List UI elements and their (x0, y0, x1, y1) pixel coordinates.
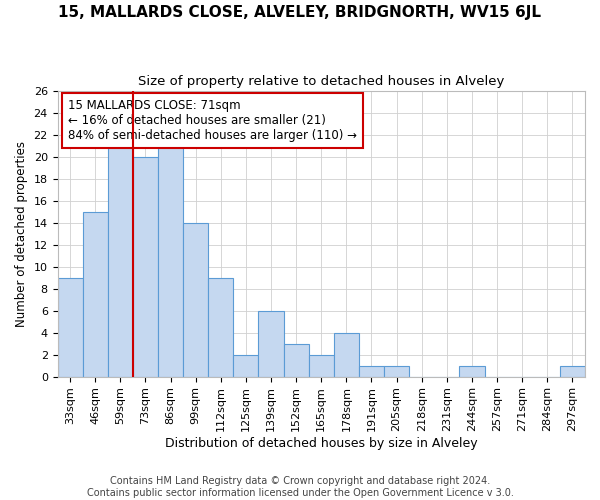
Text: 15 MALLARDS CLOSE: 71sqm
← 16% of detached houses are smaller (21)
84% of semi-d: 15 MALLARDS CLOSE: 71sqm ← 16% of detach… (68, 99, 357, 142)
Bar (259, 310, 284, 376)
Bar (334, 332, 359, 376)
Bar (384, 366, 409, 376)
Title: Size of property relative to detached houses in Alveley: Size of property relative to detached ho… (138, 75, 505, 88)
Bar (460, 366, 485, 376)
Bar (108, 134, 133, 376)
Bar (158, 134, 183, 376)
Bar (183, 222, 208, 376)
Bar (284, 344, 309, 376)
Bar (233, 354, 259, 376)
X-axis label: Distribution of detached houses by size in Alveley: Distribution of detached houses by size … (165, 437, 478, 450)
Bar (133, 156, 158, 376)
Y-axis label: Number of detached properties: Number of detached properties (15, 140, 28, 326)
Bar (359, 366, 384, 376)
Text: 15, MALLARDS CLOSE, ALVELEY, BRIDGNORTH, WV15 6JL: 15, MALLARDS CLOSE, ALVELEY, BRIDGNORTH,… (59, 5, 542, 20)
Bar (83, 212, 108, 376)
Bar (58, 278, 83, 376)
Bar (560, 366, 585, 376)
Bar (208, 278, 233, 376)
Bar (309, 354, 334, 376)
Text: Contains HM Land Registry data © Crown copyright and database right 2024.
Contai: Contains HM Land Registry data © Crown c… (86, 476, 514, 498)
